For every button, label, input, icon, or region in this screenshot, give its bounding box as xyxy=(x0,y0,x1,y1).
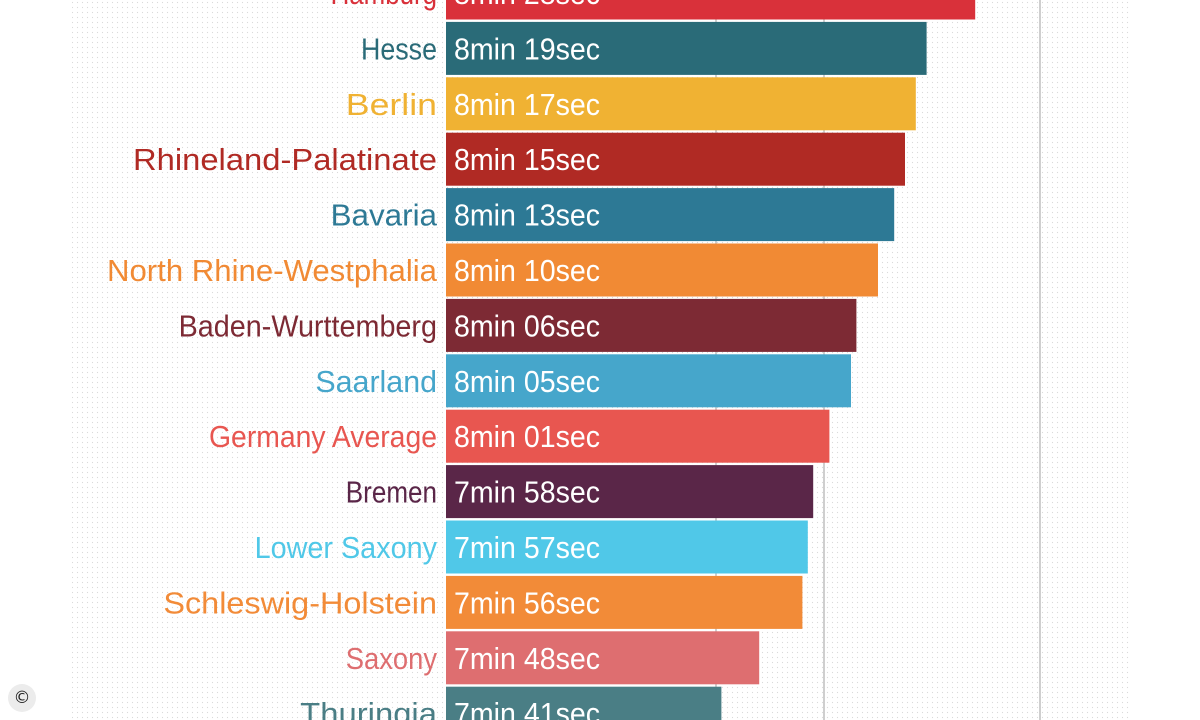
category-label: Bavaria xyxy=(331,198,438,233)
bar xyxy=(446,686,722,720)
category-label: Baden-Wurttemberg xyxy=(179,308,437,343)
value-label: 7min 56sec xyxy=(454,585,600,620)
value-label: 8min 15sec xyxy=(454,142,600,177)
category-label: Saarland xyxy=(315,364,437,399)
bar xyxy=(446,575,803,629)
category-label: Lower Saxony xyxy=(255,530,438,565)
category-label: North Rhine-Westphalia xyxy=(107,253,438,288)
value-label: 8min 01sec xyxy=(454,419,600,454)
value-label: 7min 41sec xyxy=(454,696,600,720)
bar xyxy=(446,354,851,408)
category-label: Saxony xyxy=(346,641,438,676)
value-label: 8min 17sec xyxy=(454,87,600,122)
category-label: Hamburg xyxy=(331,0,437,11)
category-label: Thuringia xyxy=(300,696,438,720)
bars xyxy=(446,0,976,720)
value-label: 8min 06sec xyxy=(454,308,600,343)
category-label: Rhineland-Palatinate xyxy=(133,142,437,177)
value-label: 8min 10sec xyxy=(454,253,600,288)
value-label: 8min 13sec xyxy=(454,198,600,233)
bar xyxy=(446,520,808,574)
category-label: Hesse xyxy=(361,31,437,66)
bar xyxy=(446,298,857,352)
copyright-icon: © xyxy=(8,684,36,712)
value-label: 8min 28sec xyxy=(454,0,600,11)
value-label: 7min 57sec xyxy=(454,530,600,565)
bar xyxy=(446,77,916,131)
labels: Hamburg 8min 28sec Hesse 8min 19sec Berlin 8m… xyxy=(107,0,600,720)
bar xyxy=(446,465,814,519)
category-label: Berlin xyxy=(346,87,437,122)
value-label: 8min 05sec xyxy=(454,364,600,399)
bar xyxy=(446,188,895,242)
bar xyxy=(446,243,878,297)
value-label: 7min 58sec xyxy=(454,475,600,510)
bar xyxy=(446,21,927,75)
category-label: Schleswig-Holstein xyxy=(163,585,437,620)
value-label: 7min 48sec xyxy=(454,641,600,676)
bar xyxy=(446,631,760,685)
bar xyxy=(446,132,905,186)
category-label: Germany Average xyxy=(209,419,437,454)
value-label: 8min 19sec xyxy=(454,31,600,66)
bar xyxy=(446,0,976,20)
category-label: Bremen xyxy=(346,475,437,510)
bar xyxy=(446,409,830,463)
